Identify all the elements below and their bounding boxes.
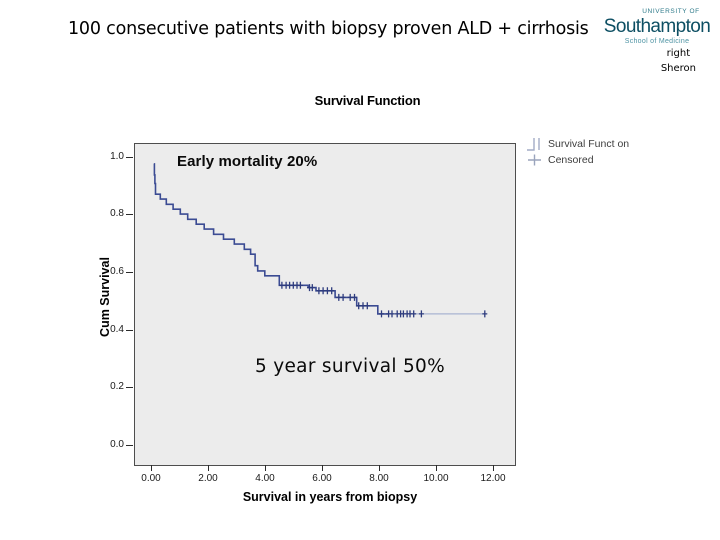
y-tick-mark: [126, 272, 133, 273]
y-tick-mark: [126, 387, 133, 388]
credit-line-1: right: [666, 48, 691, 59]
step-line-icon: [527, 138, 540, 151]
censored-mark: [316, 287, 322, 295]
censored-mark: [360, 302, 366, 310]
x-tick-mark: [436, 465, 437, 471]
censored-mark: [418, 310, 424, 318]
x-tick-label: 0.00: [141, 473, 161, 484]
annotation-early-mortality: Early mortality 20%: [177, 153, 318, 170]
censored-mark: [309, 284, 315, 292]
x-tick-label: 2.00: [198, 473, 218, 484]
censored-mark: [379, 310, 384, 318]
censored-mark: [336, 293, 342, 301]
y-tick-mark: [126, 445, 133, 446]
x-tick-mark: [379, 465, 380, 471]
x-tick-mark: [265, 465, 266, 471]
censored-mark: [389, 310, 395, 318]
plus-icon: [528, 154, 541, 166]
legend-label: Survival Funct on: [548, 138, 630, 150]
kaplan-meier-curve: [153, 163, 488, 318]
censored-mark: [297, 281, 303, 289]
y-tick-label: 0.4: [110, 324, 124, 335]
survival-curve: [153, 163, 389, 315]
y-tick-label: 0.2: [110, 381, 124, 392]
logo-school-of-medicine-text: School of Medicine: [624, 37, 690, 45]
censored-mark: [324, 287, 330, 295]
censored-mark: [352, 293, 357, 301]
x-tick-mark: [493, 465, 494, 471]
y-tick-mark: [126, 214, 133, 215]
censored-mark: [340, 293, 346, 301]
x-tick-label: 8.00: [369, 473, 389, 484]
censored-mark: [364, 302, 370, 310]
censored-mark: [356, 302, 362, 310]
legend-item-censored: Censored: [526, 152, 629, 168]
y-tick-label: 0.6: [110, 266, 124, 277]
legend-label: Censored: [548, 154, 594, 166]
x-tick-label: 12.00: [480, 473, 506, 484]
author-credit: right Sheron: [661, 46, 696, 76]
annotation-5-year-survival: 5 year survival 50%: [255, 356, 445, 377]
censored-mark: [279, 281, 285, 289]
logo-university-of-text: UNIVERSITY OF: [642, 8, 700, 15]
x-tick-label: 6.00: [312, 473, 332, 484]
y-tick-label: 0.0: [110, 439, 124, 450]
censored-mark: [329, 287, 335, 295]
x-tick-label: 10.00: [423, 473, 449, 484]
legend-item-survival-function: Survival Funct on: [526, 136, 629, 152]
chart-title: Survival Function: [314, 93, 421, 108]
chart-legend: Survival Funct on Censored: [526, 136, 629, 168]
censored-mark: [411, 310, 417, 318]
survival-plot-area: Early mortality 20% 5 year survival 50%: [134, 143, 516, 466]
censored-mark: [320, 287, 326, 295]
censored-mark: [347, 293, 353, 301]
logo-southampton-text: Southampton: [603, 15, 711, 37]
credit-line-2: Sheron: [660, 63, 696, 74]
y-tick-mark: [126, 330, 133, 331]
censored-mark: [482, 310, 488, 318]
y-tick-label: 1.0: [110, 151, 124, 162]
university-of-southampton-logo: UNIVERSITY OF Southampton School of Medi…: [602, 8, 712, 45]
x-axis-label: Survival in years from biopsy: [242, 490, 418, 504]
y-tick-label: 0.8: [110, 208, 124, 219]
x-tick-mark: [322, 465, 323, 471]
y-tick-mark: [126, 157, 133, 158]
x-tick-mark: [151, 465, 152, 471]
x-tick-label: 4.00: [255, 473, 275, 484]
x-tick-mark: [208, 465, 209, 471]
slide-title: 100 consecutive patients with biopsy pro…: [68, 19, 589, 39]
